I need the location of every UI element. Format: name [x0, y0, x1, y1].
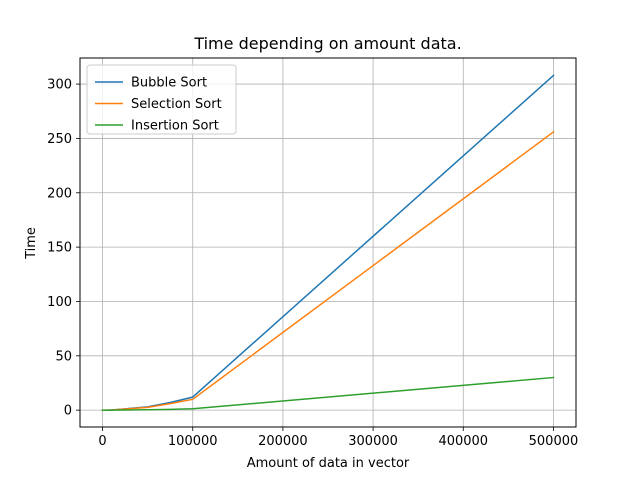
y-tick-label: 250: [47, 132, 72, 147]
legend-box: [86, 64, 237, 135]
x-tick-label: 300000: [348, 434, 398, 449]
x-tick-label: 400000: [438, 434, 488, 449]
series-lines: [101, 74, 555, 411]
x-tick-label: 100000: [168, 434, 218, 449]
y-tick-label: 300: [47, 78, 72, 93]
chart-title: Time depending on amount data.: [193, 34, 461, 53]
y-tick-label: 150: [47, 241, 72, 256]
legend: Bubble Sort Selection Sort Insertion Sort: [86, 64, 237, 135]
legend-label: Bubble Sort: [131, 76, 207, 91]
grid-lines: [80, 58, 576, 427]
plot-area-frame: [79, 57, 577, 428]
y-axis-label: Time: [24, 227, 39, 260]
y-tick-label: 0: [64, 404, 72, 419]
x-tick-label: 500000: [529, 434, 579, 449]
y-tick-label: 100: [47, 295, 72, 310]
legend-label: Insertion Sort: [131, 119, 219, 134]
x-tick-label: 0: [98, 434, 106, 449]
legend-label: Selection Sort: [131, 97, 222, 112]
y-tick-label: 200: [47, 186, 72, 201]
series-line-insertion-sort: [101, 376, 555, 411]
x-axis-label: Amount of data in vector: [247, 456, 410, 471]
axis-ticks: 0 100000 200000 300000 400000 500000 0 50 100 150…: [47, 78, 578, 449]
x-tick-label: 200000: [258, 434, 308, 449]
y-tick-label: 50: [55, 349, 72, 364]
